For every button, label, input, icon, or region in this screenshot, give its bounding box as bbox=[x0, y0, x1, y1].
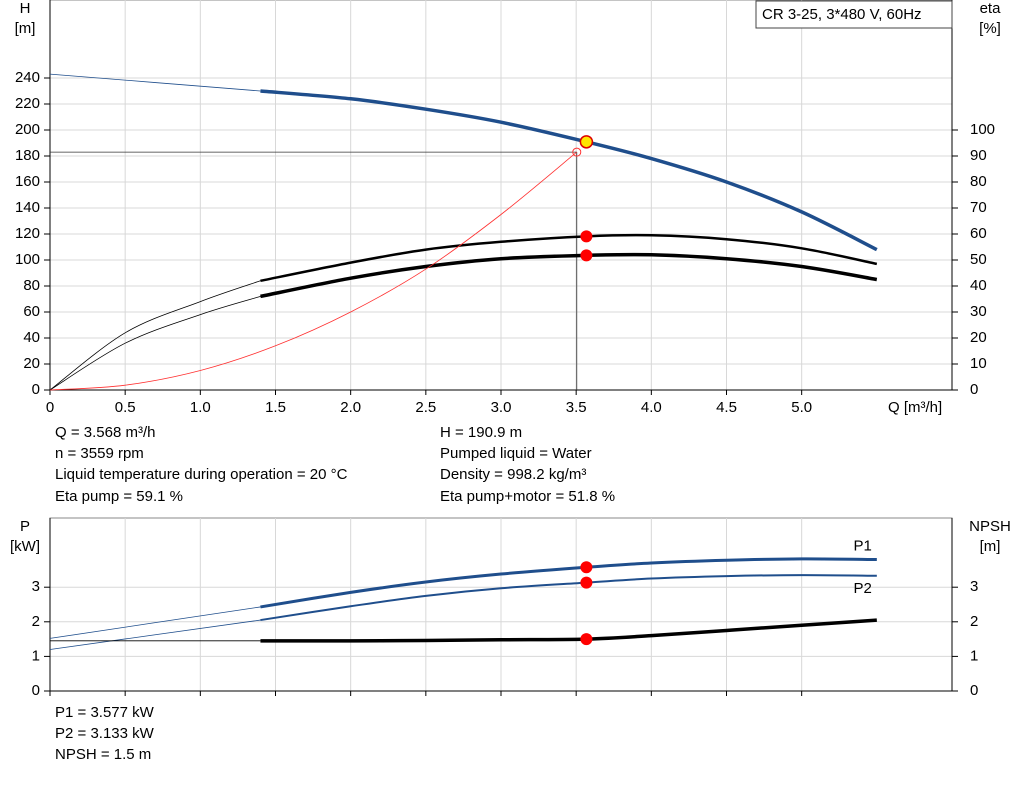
x-axis-label: Q [m³/h] bbox=[888, 399, 942, 416]
y2-tick-label: 60 bbox=[970, 225, 987, 242]
y2-axis-label: eta bbox=[980, 0, 1002, 17]
duty-point bbox=[580, 249, 593, 262]
info-text: Eta pump+motor = 51.8 % bbox=[440, 488, 615, 505]
curve-thin bbox=[49, 606, 261, 639]
y-axis-unit: [kW] bbox=[10, 538, 40, 555]
title-box bbox=[755, 0, 953, 29]
y-tick-label: 200 bbox=[15, 121, 40, 138]
x-tick-label: 1.5 bbox=[265, 399, 286, 416]
info-text: P2 = 3.133 kW bbox=[55, 725, 155, 742]
info-text: H = 190.9 m bbox=[440, 424, 522, 441]
x-tick-label: 2.5 bbox=[415, 399, 436, 416]
y-tick-label: 20 bbox=[23, 355, 40, 372]
curve-label: P2 bbox=[853, 580, 871, 597]
y-tick-label: 40 bbox=[23, 329, 40, 346]
x-tick-label: 3.5 bbox=[566, 399, 587, 416]
y-tick-label: 220 bbox=[15, 95, 40, 112]
y2-axis-label: NPSH bbox=[969, 518, 1011, 535]
y-axis-unit: [m] bbox=[15, 20, 36, 37]
x-tick-label: 4.5 bbox=[716, 399, 737, 416]
y2-tick-label: 0 bbox=[970, 682, 978, 699]
info-text: n = 3559 rpm bbox=[55, 445, 144, 462]
curve-label: P1 bbox=[853, 537, 871, 554]
info-text: P1 = 3.577 kW bbox=[55, 704, 155, 721]
y-tick-label: 3 bbox=[32, 578, 40, 595]
y-tick-label: 180 bbox=[15, 147, 40, 164]
y-tick-label: 60 bbox=[23, 303, 40, 320]
x-tick-label: 5.0 bbox=[791, 399, 812, 416]
y2-tick-label: 90 bbox=[970, 147, 987, 164]
y2-axis-unit: [m] bbox=[980, 538, 1001, 555]
y2-tick-label: 50 bbox=[970, 251, 987, 268]
info-text: Density = 998.2 kg/m³ bbox=[440, 466, 586, 483]
duty-point bbox=[579, 135, 594, 149]
y-tick-label: 0 bbox=[32, 682, 40, 699]
duty-point bbox=[580, 561, 593, 574]
x-tick-label: 0.5 bbox=[115, 399, 136, 416]
y-tick-label: 0 bbox=[32, 381, 40, 398]
duty-point bbox=[580, 633, 593, 646]
x-tick-label: 4.0 bbox=[641, 399, 662, 416]
y2-tick-label: 40 bbox=[970, 277, 987, 294]
y-tick-label: 240 bbox=[15, 69, 40, 86]
info-text: Eta pump = 59.1 % bbox=[55, 488, 183, 505]
y-tick-label: 80 bbox=[23, 277, 40, 294]
curve-thin bbox=[49, 73, 261, 92]
curve-thin bbox=[49, 296, 261, 391]
duty-point bbox=[580, 230, 593, 243]
y-tick-label: 120 bbox=[15, 225, 40, 242]
y-tick-label: 2 bbox=[32, 613, 40, 630]
y2-tick-label: 3 bbox=[970, 578, 978, 595]
y-tick-label: 100 bbox=[15, 251, 40, 268]
info-text: NPSH = 1.5 m bbox=[55, 746, 151, 763]
info-text: Q = 3.568 m³/h bbox=[55, 424, 155, 441]
x-tick-label: 3.0 bbox=[491, 399, 512, 416]
y2-tick-label: 30 bbox=[970, 303, 987, 320]
duty-point bbox=[580, 576, 593, 589]
chart-title: CR 3-25, 3*480 V, 60Hz bbox=[762, 6, 922, 23]
x-tick-label: 1.0 bbox=[190, 399, 211, 416]
y2-tick-label: 100 bbox=[970, 121, 995, 138]
x-tick-label: 2.0 bbox=[340, 399, 361, 416]
info-text: Pumped liquid = Water bbox=[440, 445, 592, 462]
y2-tick-label: 0 bbox=[970, 381, 978, 398]
y-tick-label: 1 bbox=[32, 647, 40, 664]
y-axis-label: H bbox=[20, 0, 31, 17]
curve-thin bbox=[49, 280, 261, 391]
y2-tick-label: 10 bbox=[970, 355, 987, 372]
y-axis-label: P bbox=[20, 518, 30, 535]
guide-point bbox=[572, 147, 582, 157]
y2-axis-unit: [%] bbox=[979, 20, 1001, 37]
info-text: Liquid temperature during operation = 20… bbox=[55, 466, 348, 483]
curve-thin bbox=[49, 619, 261, 650]
y2-tick-label: 20 bbox=[970, 329, 987, 346]
x-tick-label: 0 bbox=[46, 399, 54, 416]
y2-tick-label: 2 bbox=[970, 613, 978, 630]
y2-tick-label: 80 bbox=[970, 173, 987, 190]
y2-tick-label: 70 bbox=[970, 199, 987, 216]
y2-tick-label: 1 bbox=[970, 647, 978, 664]
curve-thin bbox=[49, 151, 578, 391]
y-tick-label: 160 bbox=[15, 173, 40, 190]
y-tick-label: 140 bbox=[15, 199, 40, 216]
